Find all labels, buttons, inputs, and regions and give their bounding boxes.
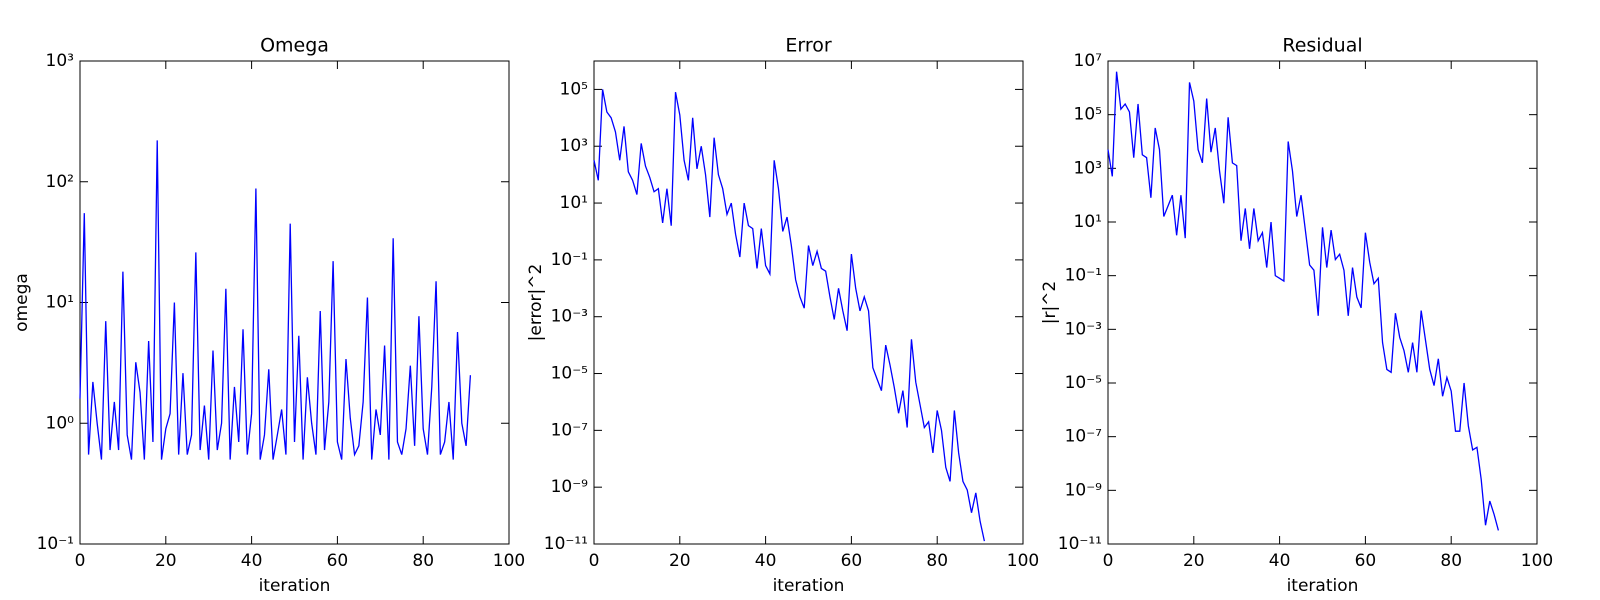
y-tick-label: 10³ bbox=[560, 136, 588, 156]
y-tick-label: 10⁻¹¹ bbox=[1058, 534, 1102, 554]
x-tick-label: 0 bbox=[1103, 551, 1114, 571]
y-tick-label: 10⁻³ bbox=[551, 307, 588, 327]
data-line bbox=[1107, 71, 1500, 531]
chart-title: Error bbox=[785, 35, 832, 57]
x-axis-label: iteration bbox=[773, 576, 845, 596]
y-axis-label: |r|^2 bbox=[1040, 281, 1060, 325]
x-tick-label: 40 bbox=[1269, 551, 1291, 571]
y-tick-label: 10⁰ bbox=[46, 413, 75, 433]
x-tick-label: 20 bbox=[1183, 551, 1205, 571]
plot-frame bbox=[1107, 60, 1538, 545]
x-tick-label: 60 bbox=[327, 551, 349, 571]
chart-title: Omega bbox=[260, 35, 329, 57]
x-axis-label: iteration bbox=[1287, 576, 1359, 596]
y-tick-label: 10¹ bbox=[1074, 212, 1102, 232]
y-tick-label: 10⁻⁷ bbox=[1065, 427, 1103, 447]
x-axis-label: iteration bbox=[259, 576, 331, 596]
x-tick-label: 100 bbox=[1521, 551, 1553, 571]
y-tick-label: 10⁻⁷ bbox=[551, 420, 589, 440]
y-tick-label: 10⁵ bbox=[1074, 105, 1102, 125]
x-tick-label: 0 bbox=[589, 551, 600, 571]
y-tick-label: 10⁻⁹ bbox=[1065, 480, 1103, 500]
y-tick-label: 10⁻⁹ bbox=[551, 477, 589, 497]
plot-frame bbox=[79, 60, 510, 545]
y-axis-label: omega bbox=[12, 273, 32, 332]
y-tick-label: 10⁻⁵ bbox=[551, 364, 588, 384]
y-tick-label: 10¹ bbox=[560, 193, 588, 213]
x-tick-label: 80 bbox=[412, 551, 434, 571]
y-tick-label: 10⁻¹ bbox=[551, 250, 588, 270]
x-tick-label: 100 bbox=[493, 551, 525, 571]
y-tick-label: 10⁵ bbox=[560, 79, 588, 99]
x-tick-label: 40 bbox=[755, 551, 777, 571]
y-tick-label: 10⁷ bbox=[1074, 51, 1103, 71]
y-axis-label: |error|^2 bbox=[526, 264, 546, 342]
x-tick-label: 20 bbox=[669, 551, 691, 571]
y-tick-label: 10¹ bbox=[46, 293, 74, 313]
y-tick-label: 10⁻¹ bbox=[1065, 266, 1102, 286]
x-tick-label: 100 bbox=[1007, 551, 1039, 571]
data-line bbox=[79, 140, 472, 460]
x-tick-label: 60 bbox=[1355, 551, 1377, 571]
y-tick-label: 10³ bbox=[1074, 158, 1102, 178]
chart-title: Residual bbox=[1282, 35, 1362, 57]
y-tick-label: 10⁻⁵ bbox=[1065, 373, 1102, 393]
data-line bbox=[593, 89, 986, 542]
x-tick-label: 60 bbox=[841, 551, 863, 571]
x-tick-label: 80 bbox=[1440, 551, 1462, 571]
y-tick-label: 10² bbox=[46, 172, 74, 192]
y-tick-label: 10⁻³ bbox=[1065, 319, 1102, 339]
plot-frame bbox=[593, 60, 1024, 545]
x-tick-label: 20 bbox=[155, 551, 177, 571]
x-tick-label: 0 bbox=[75, 551, 86, 571]
y-tick-label: 10³ bbox=[46, 51, 74, 71]
x-tick-label: 80 bbox=[926, 551, 948, 571]
x-tick-label: 40 bbox=[241, 551, 263, 571]
y-tick-label: 10⁻¹ bbox=[37, 534, 74, 554]
y-tick-label: 10⁻¹¹ bbox=[544, 534, 588, 554]
